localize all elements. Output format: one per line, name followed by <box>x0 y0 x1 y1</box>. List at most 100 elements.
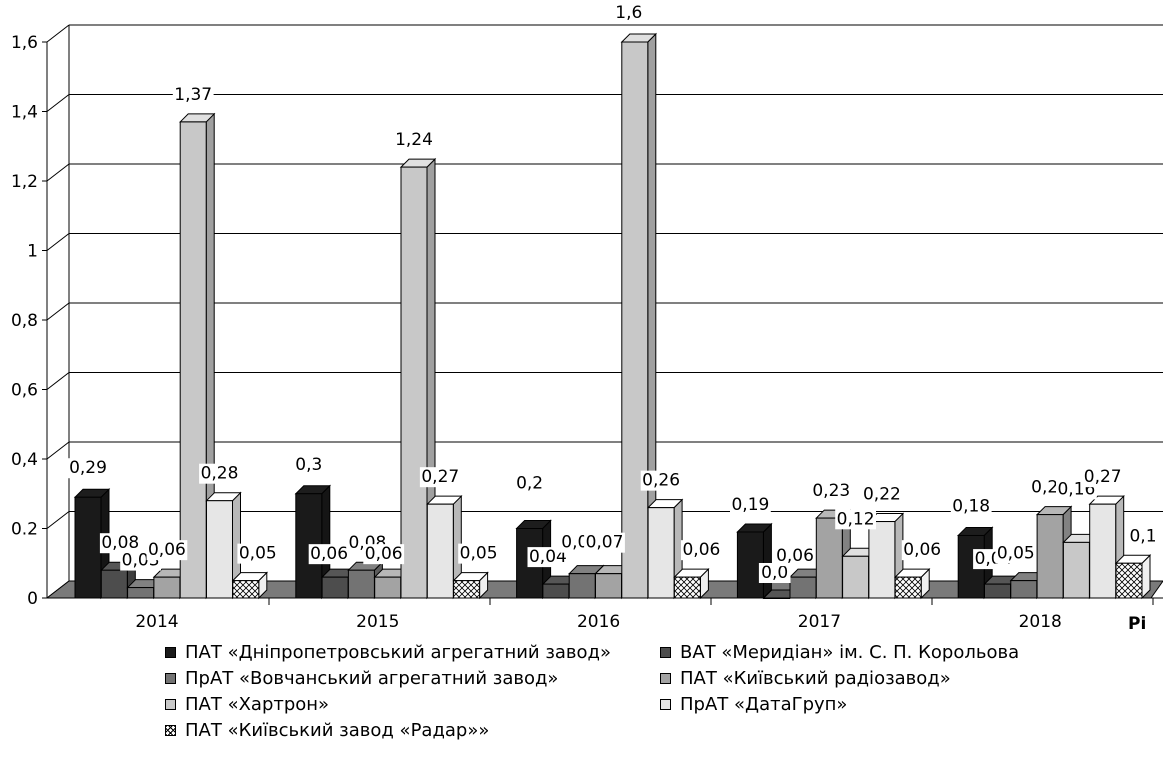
data-label: 0,05 <box>460 544 498 564</box>
legend-item: ВАТ «Меридіан» ім. С. П. Корольова <box>660 642 1019 663</box>
side-gridline <box>46 441 70 460</box>
legend-label: ПАТ «Хартрон» <box>185 694 330 715</box>
y-tick-label: 0,6 <box>11 381 38 401</box>
data-label-bg <box>172 84 214 105</box>
legend-label: ВАТ «Меридіан» ім. С. П. Корольова <box>680 642 1020 663</box>
legend-swatch <box>660 647 671 658</box>
legend-swatch <box>165 699 176 710</box>
data-label: 0,18 <box>952 496 990 516</box>
data-label: 0,2 <box>516 474 543 494</box>
data-label: 0,06 <box>776 546 814 566</box>
legend-swatch <box>165 647 176 658</box>
legend-item: ПАТ «Київський радіозавод» <box>660 668 951 689</box>
y-tick-label: 0,4 <box>11 450 38 470</box>
data-label-bg <box>730 494 771 515</box>
side-gridline <box>46 24 70 43</box>
data-label: 0,05 <box>997 544 1035 564</box>
bar <box>646 498 684 600</box>
data-label-bg <box>513 473 546 494</box>
legend-swatch <box>165 673 176 684</box>
data-label: 0,12 <box>837 509 875 529</box>
legend-swatch <box>165 725 176 736</box>
data-label: 0,06 <box>148 540 186 560</box>
data-label-bg <box>613 3 645 23</box>
bar <box>893 567 931 600</box>
data-label-bg <box>810 481 852 502</box>
data-label: 0,05 <box>239 544 277 564</box>
data-label: 0,06 <box>365 544 403 564</box>
bar <box>426 494 463 600</box>
data-label-bg <box>146 540 188 561</box>
legend-label: ПрАТ «Вовчанський агрегатний завод» <box>185 668 559 689</box>
y-tick-label: 0 <box>27 589 38 609</box>
y-tick-label: 1 <box>27 242 38 262</box>
data-label: 1,37 <box>174 85 212 105</box>
bar-chart: 0,290,080,030,061,370,280,050,30,060,080… <box>11 3 1163 634</box>
data-label-bg <box>458 543 499 564</box>
data-label-bg <box>308 544 350 565</box>
data-label-bg <box>758 563 791 583</box>
data-label-bg <box>363 544 405 565</box>
data-label-bg <box>835 509 876 530</box>
data-label: 0,26 <box>642 471 680 491</box>
bar <box>762 589 799 599</box>
x-tick-label: 2018 <box>1019 612 1062 632</box>
data-label-bg <box>1082 467 1124 488</box>
data-label: 0,04 <box>529 547 567 567</box>
data-label: 0,06 <box>682 540 720 560</box>
data-label: 0,0 <box>761 563 788 583</box>
data-label: 0,06 <box>310 544 348 564</box>
bar <box>205 491 242 600</box>
edge-text: Рі <box>1128 614 1146 634</box>
side-gridline <box>46 511 70 529</box>
bar <box>399 157 437 600</box>
y-tick-label: 1,2 <box>11 172 38 192</box>
gridlines <box>46 24 1163 599</box>
data-label: 1,6 <box>615 3 642 23</box>
legend-label: ПАТ «Дніпропетровський агрегатний завод» <box>185 642 612 663</box>
data-label: 0,3 <box>295 455 322 475</box>
data-label: 0,27 <box>1084 467 1122 487</box>
data-label-bg <box>419 467 461 488</box>
data-label-bg <box>393 130 435 151</box>
bar <box>736 522 773 600</box>
data-labels: 0,290,080,030,061,370,280,050,30,060,080… <box>67 3 1159 583</box>
data-label: 0,07 <box>586 533 624 553</box>
y-tick-label: 0,8 <box>11 311 38 331</box>
legend-swatch <box>660 673 671 684</box>
data-label-bg <box>199 463 240 484</box>
data-label-bg <box>584 532 625 553</box>
legend-label: ПАТ «Київський радіозавод» <box>680 668 951 689</box>
data-label: 0,1 <box>1129 526 1156 546</box>
side-gridline <box>46 163 70 182</box>
data-label-bg <box>237 543 279 564</box>
x-tick-label: 2015 <box>356 612 399 632</box>
x-tick-label: 2016 <box>577 612 620 632</box>
data-label-bg <box>901 540 943 561</box>
legend-label: ПАТ «Київський завод «Радар»» <box>185 720 490 741</box>
data-label-bg <box>1127 526 1159 547</box>
data-label: 0,06 <box>903 540 941 560</box>
y-tick-label: 1,4 <box>11 103 38 123</box>
data-label-bg <box>640 470 682 491</box>
bar <box>867 512 905 600</box>
data-label-bg <box>527 547 569 568</box>
legend-item: ПрАТ «ДатаГруп» <box>660 694 847 715</box>
data-label: 0,22 <box>863 485 901 505</box>
legend-label: ПрАТ «ДатаГруп» <box>680 694 848 715</box>
bar <box>673 567 710 600</box>
data-label-bg <box>99 533 141 554</box>
legend: ПАТ «Дніпропетровський агрегатний завод»… <box>165 642 1065 778</box>
bar <box>1114 554 1152 600</box>
y-tick-label: 1,6 <box>11 33 38 53</box>
data-label: 0,28 <box>201 464 239 484</box>
legend-item: ПАТ «Хартрон» <box>165 694 329 715</box>
data-label: 0,23 <box>812 481 850 501</box>
x-tick-label: 2017 <box>798 612 841 632</box>
data-label: 0,29 <box>69 458 107 478</box>
legend-item: ПАТ «Дніпропетровський агрегатний завод» <box>165 642 611 663</box>
bar <box>452 571 489 600</box>
data-label-bg <box>293 454 325 475</box>
data-label-bg <box>67 458 109 479</box>
legend-swatch <box>660 699 671 710</box>
